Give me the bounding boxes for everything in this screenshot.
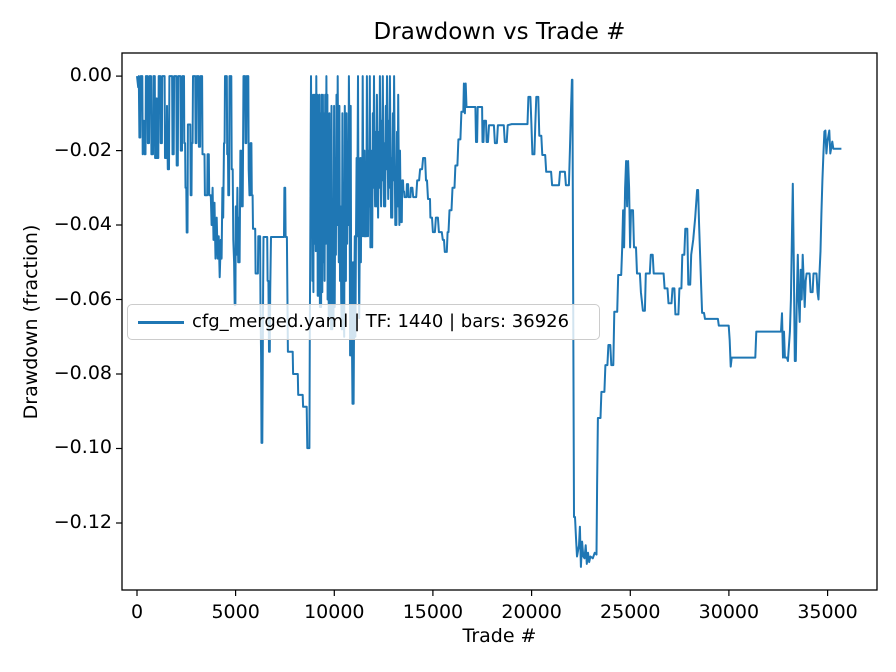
y-tick-label: −0.06 [53,287,112,310]
y-tick-label: −0.12 [53,510,112,533]
y-tick-label: −0.02 [53,138,112,161]
x-tick-label: 30000 [698,601,760,623]
y-tick-label: 0.00 [69,64,112,87]
legend-label: cfg_merged.yaml | TF: 1440 | bars: 36926 [192,311,570,332]
x-tick-label: 25000 [600,601,661,623]
chart-title: Drawdown vs Trade # [373,19,626,45]
x-tick-label: 35000 [797,601,858,623]
x-tick-label: 10000 [304,601,365,623]
x-tick-label: 15000 [402,601,464,623]
y-tick-label: −0.10 [53,436,112,459]
x-tick-label: 5000 [211,601,260,623]
legend-line-sample [138,321,184,324]
axes-spines [121,52,878,591]
legend: cfg_merged.yaml | TF: 1440 | bars: 36926 [127,304,600,340]
x-tick-label: 0 [130,601,144,623]
y-tick-label: −0.04 [53,213,112,236]
y-tick-label: −0.08 [53,362,112,384]
x-axis-label: Trade # [462,625,537,647]
x-tick-label: 20000 [501,601,562,623]
drawdown-line [136,75,842,568]
